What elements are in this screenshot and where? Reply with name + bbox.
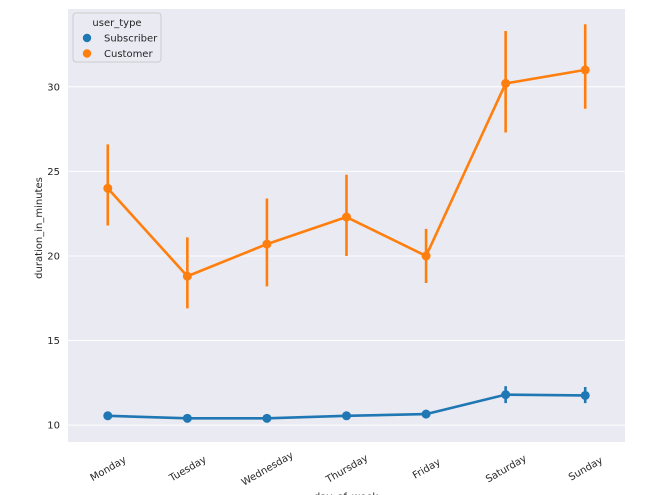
series-subscriber — [103, 386, 590, 423]
legend-title: user_type — [92, 18, 141, 29]
x-axis-ticks: Monday Tuesday Wednesday Thursday Friday Satu… — [89, 450, 605, 489]
data-point — [103, 411, 113, 421]
data-point — [182, 413, 192, 423]
data-point — [580, 390, 590, 400]
data-point — [342, 411, 351, 421]
series-customer — [103, 24, 590, 309]
y-axis-ticks: 10 15 20 25 30 — [47, 82, 60, 431]
x-tick-label: Tuesday — [167, 454, 209, 484]
x-axis-label: day_of_week — [314, 492, 379, 495]
x-tick-label: Monday — [89, 455, 129, 484]
y-tick-label: 30 — [47, 82, 60, 93]
data-point — [182, 271, 192, 281]
x-tick-label: Sunday — [567, 455, 605, 483]
legend-items: Subscriber Customer — [82, 33, 158, 60]
x-tick-label: Saturday — [484, 453, 529, 485]
data-point — [103, 183, 113, 193]
x-tick-label: Thursday — [323, 453, 370, 486]
y-tick-label: 15 — [47, 336, 60, 347]
data-point — [501, 390, 511, 400]
legend-marker — [82, 33, 92, 43]
data-point — [342, 212, 351, 222]
series-layer — [103, 24, 590, 423]
legend-entry: Subscriber — [104, 34, 158, 45]
x-tick-label: Wednesday — [240, 450, 296, 489]
legend-entry: Customer — [104, 49, 153, 60]
data-point — [421, 251, 431, 261]
data-point — [262, 239, 272, 249]
y-tick-label: 10 — [47, 421, 60, 432]
data-point — [262, 413, 272, 423]
x-tick-label: Friday — [411, 457, 443, 482]
y-tick-label: 25 — [47, 167, 60, 178]
data-point — [421, 409, 431, 419]
data-point — [501, 78, 511, 88]
legend: user_type Subscriber Customer — [72, 12, 162, 63]
y-tick-label: 20 — [47, 251, 60, 262]
y-axis-label: duration_in_minutes — [34, 177, 45, 279]
legend-box — [72, 12, 162, 63]
legend-marker — [82, 49, 92, 58]
data-point — [580, 65, 590, 75]
